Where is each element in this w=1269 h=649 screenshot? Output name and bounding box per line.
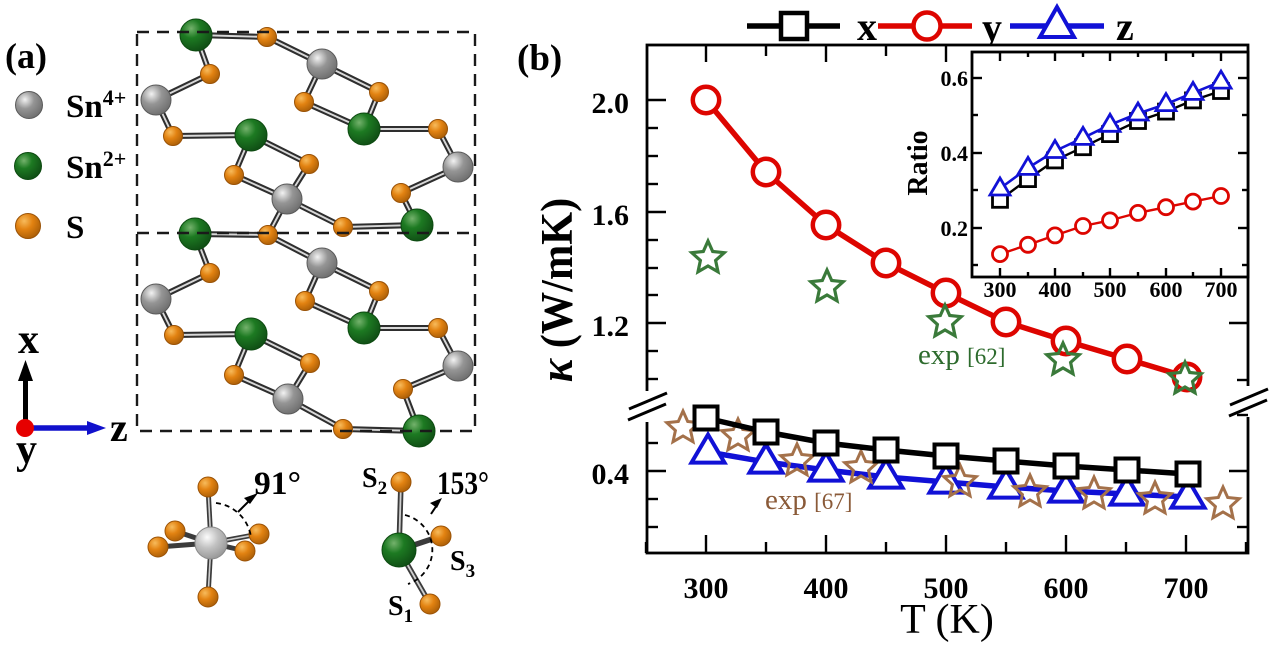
svg-text:(a): (a): [5, 36, 47, 76]
svg-text:x: x: [18, 317, 39, 363]
svg-text:1.2: 1.2: [592, 310, 630, 343]
svg-text:S: S: [66, 210, 84, 246]
svg-text:700: 700: [1164, 572, 1209, 605]
svg-text:0.4: 0.4: [592, 458, 630, 491]
svg-text:Ratio: Ratio: [903, 130, 934, 195]
svg-text:91°: 91°: [254, 466, 301, 502]
svg-text:0.2: 0.2: [941, 216, 969, 241]
svg-text:700: 700: [1205, 277, 1238, 302]
svg-text:z: z: [1116, 4, 1134, 49]
svg-text:y: y: [16, 427, 37, 473]
svg-text:600: 600: [1150, 277, 1183, 302]
svg-text:Sn2+: Sn2+: [66, 146, 126, 186]
svg-text:300: 300: [684, 572, 729, 605]
svg-text:κ (W/mK): κ (W/mK): [529, 198, 582, 382]
svg-text:y: y: [982, 5, 1002, 50]
svg-text:T (K): T (K): [900, 597, 994, 643]
svg-text:0.4: 0.4: [941, 141, 969, 166]
svg-text:1.6: 1.6: [592, 199, 630, 232]
svg-text:400: 400: [1039, 277, 1072, 302]
svg-text:0.6: 0.6: [941, 66, 969, 91]
svg-text:2.0: 2.0: [592, 87, 630, 120]
svg-text:600: 600: [1044, 572, 1089, 605]
svg-text:exp [67]: exp [67]: [765, 484, 852, 516]
svg-text:(b): (b): [517, 38, 562, 79]
svg-text:300: 300: [984, 277, 1017, 302]
svg-text:500: 500: [924, 572, 969, 605]
svg-text:exp [62]: exp [62]: [918, 339, 1005, 371]
svg-text:S3: S3: [450, 546, 475, 582]
svg-text:153°: 153°: [437, 466, 489, 502]
svg-text:z: z: [110, 405, 128, 450]
svg-text:400: 400: [804, 572, 849, 605]
svg-text:500: 500: [1094, 277, 1127, 302]
svg-text:x: x: [857, 4, 877, 49]
